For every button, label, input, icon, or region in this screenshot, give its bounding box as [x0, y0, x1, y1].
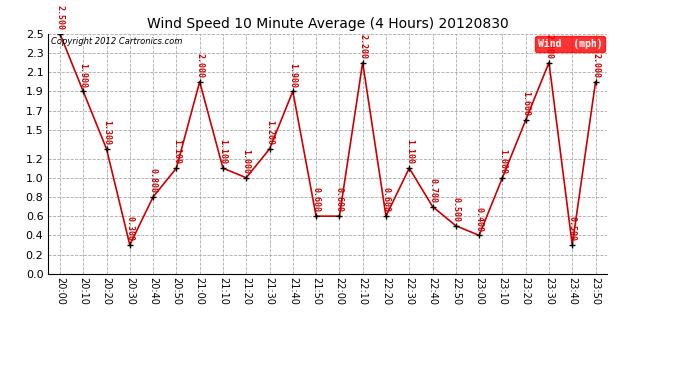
Text: 0.600: 0.600 — [312, 187, 321, 212]
Text: 0.800: 0.800 — [148, 168, 157, 193]
Text: 0.400: 0.400 — [475, 207, 484, 231]
Text: Copyright 2012 Cartronics.com: Copyright 2012 Cartronics.com — [51, 38, 182, 46]
Text: 1.200: 1.200 — [265, 120, 274, 145]
Text: 2.500: 2.500 — [55, 5, 64, 30]
Text: 0.300: 0.300 — [126, 216, 135, 241]
Text: 1.100: 1.100 — [219, 139, 228, 164]
Text: 1.000: 1.000 — [498, 149, 507, 174]
Text: 1.000: 1.000 — [241, 149, 250, 174]
Title: Wind Speed 10 Minute Average (4 Hours) 20120830: Wind Speed 10 Minute Average (4 Hours) 2… — [147, 17, 509, 31]
Text: 1.300: 1.300 — [102, 120, 111, 145]
Text: 0.600: 0.600 — [335, 187, 344, 212]
Text: 1.100: 1.100 — [405, 139, 414, 164]
Text: 1.100: 1.100 — [172, 139, 181, 164]
Text: 0.500: 0.500 — [451, 197, 460, 222]
Text: 0.600: 0.600 — [382, 187, 391, 212]
Text: 2.000: 2.000 — [195, 53, 204, 78]
Text: 0.700: 0.700 — [428, 178, 437, 203]
Legend: Wind  (mph): Wind (mph) — [535, 36, 605, 51]
Text: 2.000: 2.000 — [591, 53, 600, 78]
Text: 1.900: 1.900 — [79, 63, 88, 87]
Text: 2.200: 2.200 — [544, 34, 553, 59]
Text: 1.900: 1.900 — [288, 63, 297, 87]
Text: 1.600: 1.600 — [521, 91, 530, 116]
Text: 2.200: 2.200 — [358, 34, 367, 59]
Text: 0.500: 0.500 — [568, 216, 577, 241]
